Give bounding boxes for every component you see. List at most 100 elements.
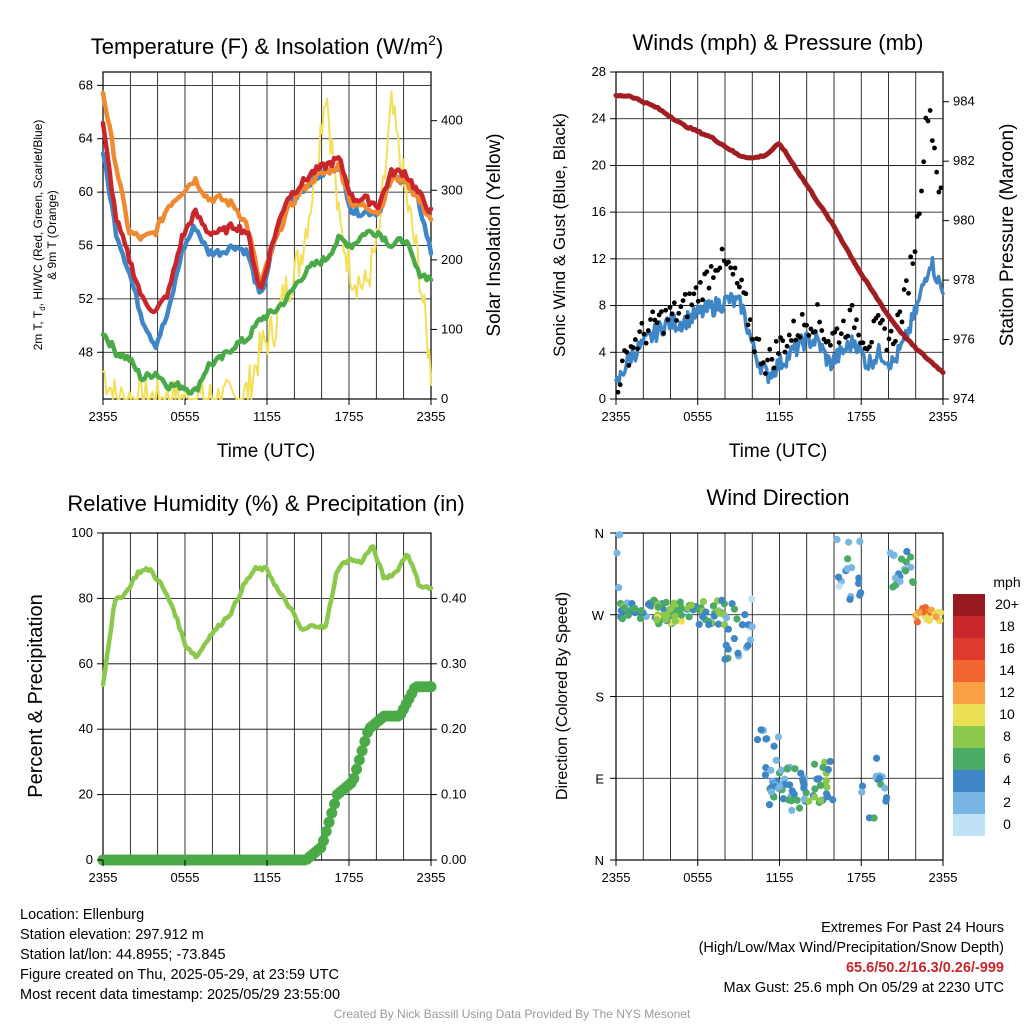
dir-point	[791, 765, 799, 773]
temp-ytick-label: 52	[79, 291, 93, 306]
wind-gust-point	[886, 336, 892, 342]
dir-point	[695, 620, 703, 629]
dir-y-label: Direction (Colored By Speed)	[554, 592, 571, 800]
dir-ytick-label: N	[595, 853, 604, 868]
wind-gust-point	[882, 326, 888, 332]
temp-ytick-label: 64	[79, 131, 93, 146]
dir-point	[621, 604, 629, 612]
wind-gust-point	[901, 287, 907, 292]
wind-series-sonic	[614, 255, 945, 385]
wind-gust-point	[825, 338, 831, 344]
wind-gust-point	[815, 302, 820, 307]
wind-gust-point	[674, 318, 679, 323]
dir-point	[744, 642, 752, 650]
dir-point	[663, 611, 671, 619]
wind-y-label: Sonic Wind & Gust (Blue, Black)	[550, 113, 569, 357]
temp-series-td	[100, 228, 434, 396]
wind-gust-point	[804, 322, 809, 328]
wind-ytick-label: 24	[592, 111, 606, 126]
wind-gust-point	[626, 363, 632, 368]
temp-y2tick-label: 100	[441, 321, 463, 336]
temp-xtick-label: 0555	[171, 409, 200, 424]
rh-precip-point	[425, 681, 437, 693]
rh-y2tick-label: 0.10	[441, 787, 466, 802]
dir-point	[714, 620, 723, 628]
dir-point	[687, 601, 696, 609]
rh-y2tick-label: 0.30	[441, 656, 466, 671]
wind-gust-point	[856, 332, 862, 338]
info-elevation: Station elevation: 297.912 m	[20, 927, 204, 943]
legend-swatch	[953, 594, 985, 616]
wind-gust-point	[669, 311, 675, 317]
wind-gust-point	[710, 275, 716, 281]
dir-point	[730, 605, 739, 613]
dir-point	[913, 618, 921, 626]
wind-gust-point	[793, 337, 799, 343]
wind-gust-point	[884, 347, 890, 353]
legend-swatch	[953, 748, 985, 770]
rh-precip-point	[323, 816, 335, 828]
dir-point	[654, 603, 663, 611]
wind-gust-point	[767, 346, 773, 352]
wind-gust-point	[784, 343, 790, 349]
dir-point	[757, 726, 765, 734]
dir-legend: mph 20+ 18 16 14 12 10 8 6 4 2 0	[953, 574, 1021, 836]
wind-gust-point	[841, 318, 846, 324]
temp-y2tick-label: 200	[441, 252, 463, 267]
wind-gust-point	[745, 322, 751, 328]
wind-y2tick-label: 980	[953, 213, 975, 228]
temp-ytick-label: 60	[79, 184, 93, 199]
wind-gust-point	[817, 319, 823, 325]
legend-label: 12	[999, 684, 1015, 700]
dir-point	[677, 617, 685, 625]
wind-gust-point	[828, 342, 833, 348]
rh-precip-point	[318, 835, 330, 847]
dir-point	[671, 617, 679, 625]
wind-gust-point	[730, 271, 736, 277]
wind-gust-point	[893, 338, 898, 344]
wind-gust-point	[615, 389, 621, 395]
dir-point	[777, 766, 786, 774]
wind-gust-point	[936, 189, 942, 195]
wind-gust-point	[899, 319, 905, 325]
rh-y2tick-label: 0.40	[441, 590, 466, 605]
wind-gust-point	[756, 336, 762, 342]
temp-y2tick-label: 300	[441, 182, 463, 197]
dir-point	[730, 634, 738, 643]
rh-precip-point	[320, 826, 332, 838]
dir-point	[772, 756, 780, 764]
legend-swatch	[953, 638, 985, 660]
temp-ytick-label: 48	[79, 344, 93, 359]
dir-point	[710, 612, 718, 620]
dir-point	[671, 612, 679, 620]
wind-gust-point	[678, 304, 684, 310]
dir-point	[824, 765, 832, 774]
wind-gust-point	[637, 329, 643, 335]
wind-gust-point	[732, 265, 738, 271]
dir-xtick-label: 2355	[602, 870, 631, 885]
dir-point	[886, 549, 895, 557]
rh-precip-point	[353, 754, 365, 766]
wind-gust-point	[648, 317, 653, 322]
wind-gust-point	[912, 249, 918, 255]
dir-point	[733, 615, 741, 623]
dir-point	[826, 757, 834, 766]
legend-label: 0	[1003, 816, 1011, 832]
temp-plot: 48 52 56 60 64 68 0 100 200 300 400 2355 0555 1155 175…	[79, 71, 463, 424]
wind-gust-point	[925, 118, 931, 124]
wind-ytick-label: 20	[592, 157, 606, 172]
wind-ytick-label: 16	[592, 204, 606, 219]
temp-y2tick-label: 0	[441, 391, 448, 406]
rh-ytick-label: 0	[86, 852, 93, 867]
wind-ytick-label: 28	[592, 64, 606, 79]
rh-ytick-label: 20	[79, 787, 93, 802]
dir-point	[811, 793, 819, 801]
wind-gust-point	[867, 344, 872, 350]
wind-gust-point	[819, 328, 825, 333]
dir-point	[666, 605, 674, 613]
legend-label: 4	[1003, 772, 1011, 788]
temp-y-label: 2m T, Td, HI/WC (Red, Green, Scarlet/Blu…	[31, 120, 47, 351]
dir-xtick-label: 0555	[683, 870, 712, 885]
dir-point	[870, 814, 878, 822]
